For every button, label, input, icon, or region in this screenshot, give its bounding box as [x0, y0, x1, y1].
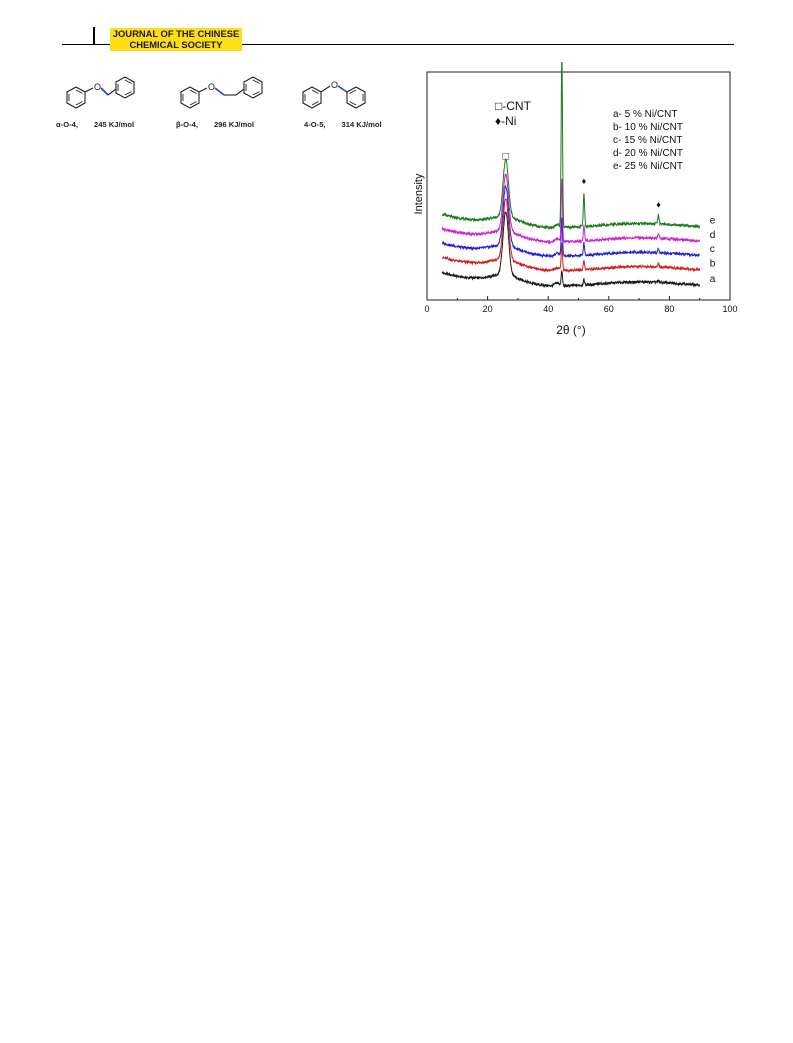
- series-line-d: [441, 173, 701, 245]
- oxygen-atom-1: O: [94, 82, 101, 92]
- 4-o-5-name: 4-O-5,: [304, 120, 326, 129]
- legend-entry-0: a- 5 % Ni/CNT: [613, 109, 677, 120]
- header-rule: [62, 44, 734, 45]
- beta-o-4-label: β-O-4, 296 KJ/mol: [176, 120, 254, 129]
- peak-marker-layer: □♦♦♦: [502, 150, 661, 209]
- x-tick-label-80: 80: [664, 304, 674, 314]
- x-axis-label: 2θ (°): [556, 323, 585, 337]
- alpha-o-4-structure: O: [56, 74, 166, 118]
- legend-entry-4: e- 25 % Ni/CNT: [613, 161, 683, 172]
- x-tick-label-40: 40: [543, 304, 553, 314]
- peak-marker-2: ♦: [582, 176, 587, 186]
- alpha-o-4-energy: 245 KJ/mol: [93, 120, 135, 129]
- x-tick-label-0: 0: [424, 304, 429, 314]
- legend-entry-3: d- 20 % Ni/CNT: [613, 148, 683, 159]
- peak-marker-3: ♦: [656, 199, 661, 209]
- x-tick-label-60: 60: [604, 304, 614, 314]
- oxygen-atom-3: O: [331, 80, 338, 90]
- marker-legend-1: ♦-Ni: [495, 114, 516, 128]
- series-label-b: b: [710, 258, 716, 269]
- series-layer: [441, 62, 701, 289]
- series-line-e: [441, 62, 701, 231]
- journal-title-line1: JOURNAL OF THE CHINESE: [112, 28, 240, 39]
- alpha-o-4-label: α-O-4, 245 KJ/mol: [56, 120, 134, 129]
- marker-legend-0: □-CNT: [495, 99, 532, 113]
- series-label-d: d: [710, 230, 716, 241]
- x-tick-layer: 0 20 40 60 80 100: [424, 296, 738, 314]
- oxygen-atom-2: O: [208, 82, 215, 92]
- header-tick-mark: [93, 27, 95, 45]
- journal-title-line2: CHEMICAL SOCIETY: [129, 39, 223, 50]
- plot-border: [426, 71, 731, 301]
- x-tick-label-20: 20: [483, 304, 493, 314]
- series-line-b: [442, 198, 701, 273]
- 4-o-5-label: 4-O-5, 314 KJ/mol: [304, 120, 382, 129]
- series-line-c: [441, 184, 701, 259]
- peak-marker-0: □: [502, 150, 509, 162]
- journal-header-badge: JOURNAL OF THE CHINESE CHEMICAL SOCIETY: [110, 28, 242, 51]
- legend-entry-2: c- 15 % Ni/CNT: [613, 135, 682, 146]
- 4-o-5-structure: O: [296, 74, 386, 118]
- y-axis-label: Intensity: [413, 173, 425, 214]
- beta-o-4-name: β-O-4,: [176, 120, 198, 129]
- legend-entry-1: b- 10 % Ni/CNT: [613, 122, 683, 133]
- series-label-e: e: [710, 215, 716, 226]
- beta-o-4-energy: 296 KJ/mol: [213, 120, 255, 129]
- 4-o-5-energy: 314 KJ/mol: [341, 120, 382, 129]
- series-line-a: [441, 211, 701, 289]
- alpha-o-4-name: α-O-4,: [56, 120, 78, 129]
- beta-o-4-structure: O: [174, 74, 284, 118]
- plot-frame: [426, 71, 731, 301]
- x-tick-label-100: 100: [722, 304, 737, 314]
- series-label-c: c: [710, 244, 715, 255]
- legend-layer: □-CNT♦-Ni a- 5 % Ni/CNT b- 10 % Ni/CNT c- 1…: [495, 99, 683, 172]
- series-label-a: a: [710, 274, 716, 285]
